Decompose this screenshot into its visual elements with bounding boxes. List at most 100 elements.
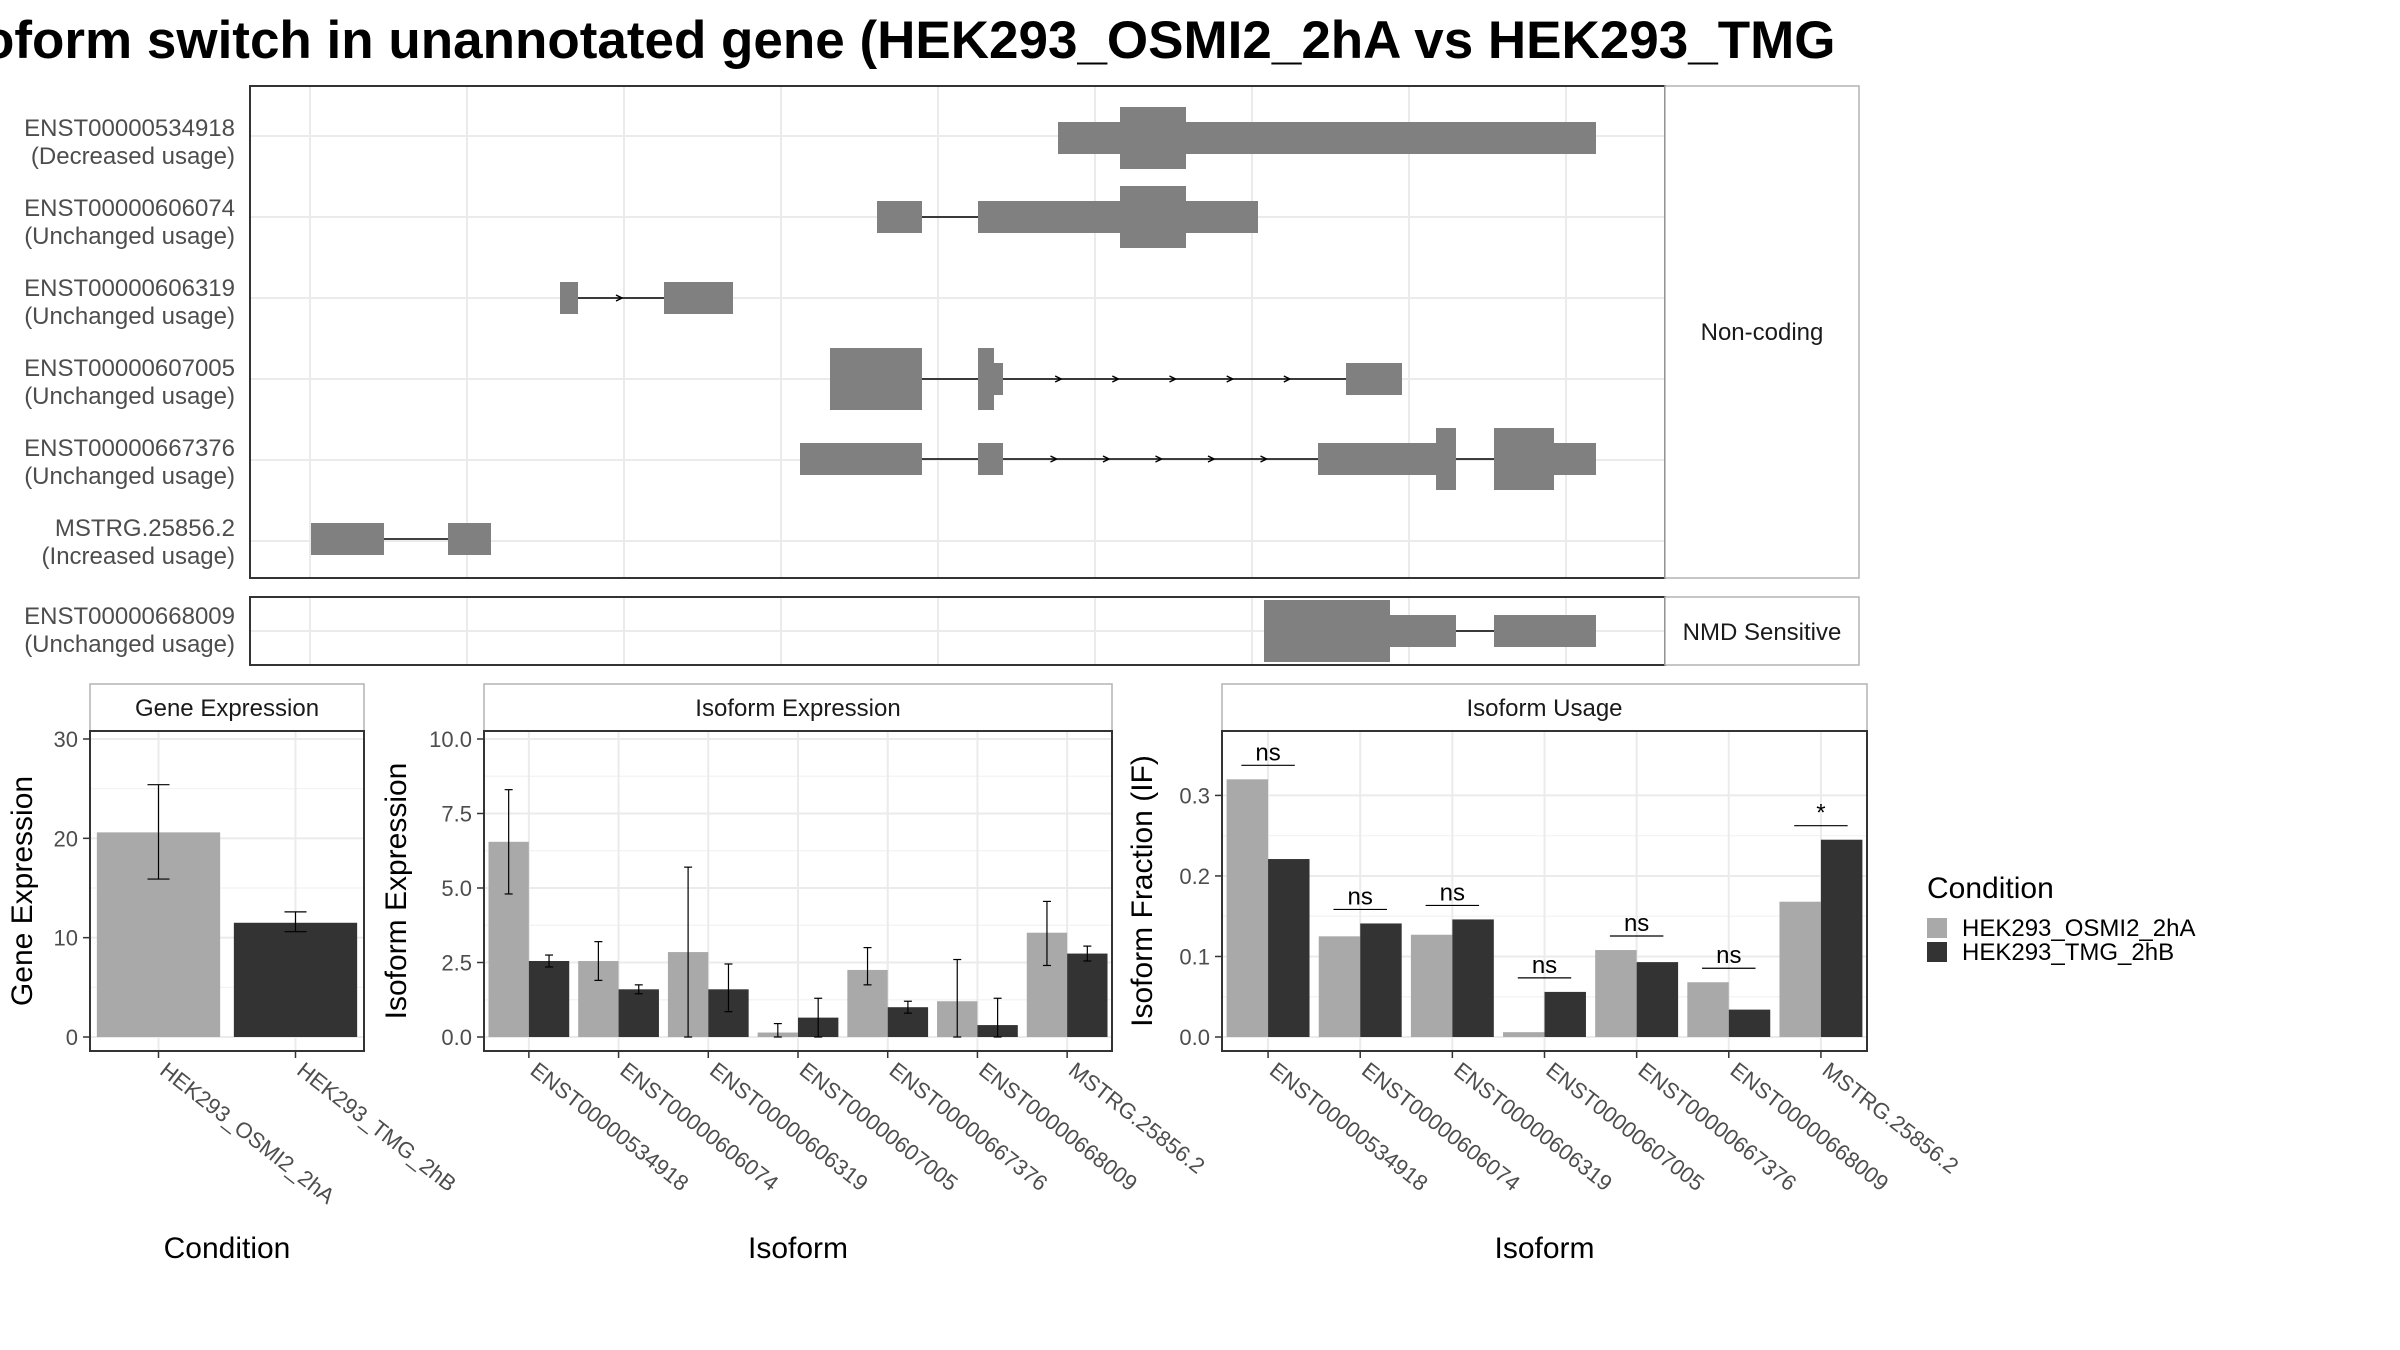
exon-block: [1346, 363, 1402, 395]
panel-strip-title: Gene Expression: [135, 695, 319, 722]
x-tick-label: ENST00000668009: [974, 1057, 1142, 1196]
track-labels: ENST00000534918 (Decreased usage) ENST00…: [24, 115, 235, 570]
y-tick-label: 0.2: [1179, 864, 1210, 889]
track-id-label: ENST00000606319: [24, 275, 235, 302]
strip-box: [1664, 596, 1860, 666]
legend-swatch-cond1: [1927, 918, 1947, 938]
track-usage-label: (Unchanged usage): [24, 631, 235, 658]
x-tick-label: ENST00000667376: [885, 1057, 1053, 1196]
y-tick-label: 10.0: [429, 727, 472, 752]
bar-cond2: [528, 961, 570, 1037]
x-axis-title: Condition: [164, 1232, 291, 1265]
strand-arrow: [1155, 455, 1164, 463]
strand-arrow: [1050, 455, 1059, 463]
x-tick-label: ENST00000668009: [1726, 1057, 1894, 1196]
exon-block: [1186, 201, 1258, 233]
strand-arrow: [1102, 455, 1111, 463]
y-axis-title: Gene Expression: [6, 776, 39, 1006]
y-tick-label: 2.5: [441, 951, 472, 976]
strand-arrow: [1283, 375, 1292, 383]
y-tick-label: 30: [54, 727, 78, 752]
significance-label: ns: [1532, 952, 1557, 979]
transcript-model: [560, 282, 733, 314]
transcript-structures: [311, 107, 1596, 555]
transcript-model: [830, 348, 1402, 410]
strand-arrow: [1054, 375, 1063, 383]
legend: Condition HEK293_OSMI2_2hA HEK293_TMG_2h…: [1927, 872, 2195, 966]
y-tick-label: 0.3: [1179, 783, 1210, 808]
exon-block: [1264, 600, 1390, 662]
bar-cond1: [1503, 1032, 1545, 1037]
x-tick-label: ENST00000606319: [705, 1057, 873, 1196]
exon-block: [800, 443, 922, 475]
bar-cond2: [1544, 991, 1586, 1037]
y-tick-label: 0.0: [1179, 1025, 1210, 1050]
x-tick-label: ENST00000606074: [615, 1057, 783, 1196]
bar-cond1: [1779, 901, 1821, 1037]
track-usage-label: (Unchanged usage): [24, 303, 235, 330]
x-tick-label: ENST00000606074: [1357, 1057, 1525, 1196]
track-id-label: ENST00000606074: [24, 195, 235, 222]
y-tick-label: 20: [54, 826, 78, 851]
exon-block: [1120, 107, 1186, 169]
strip-label-noncoding: Non-coding: [1701, 319, 1824, 346]
legend-label-cond1: HEK293_OSMI2_2hA: [1962, 915, 2195, 942]
exon-block: [994, 363, 1003, 395]
exon-block: [1494, 615, 1596, 647]
y-tick-label: 0.1: [1179, 944, 1210, 969]
isoform-usage-panel: Isoform Usage 0.0 0.1 0.2 0.3 ns ns ns ns ns ns * EN…: [1126, 683, 1963, 1265]
track-id-label: ENST00000534918: [24, 115, 235, 142]
strand-arrow: [1260, 455, 1269, 463]
transcript-model: [1264, 600, 1596, 662]
exon-block: [830, 348, 922, 410]
y-tick-label: 10: [54, 926, 78, 951]
strand-arrow: [1207, 455, 1216, 463]
y-axis-title: Isoform Fraction (IF): [1126, 755, 1159, 1027]
figure-title: oform switch in unannotated gene (HEK293…: [0, 11, 1835, 70]
strip-box: [89, 683, 365, 732]
exon-block: [978, 348, 994, 410]
strip-box: [1664, 85, 1860, 579]
transcript-panel-nmd: NMD Sensitive ENST00000668009 (Unchanged…: [24, 596, 1860, 666]
strand-arrow: [615, 294, 624, 302]
significance-label: ns: [1440, 879, 1465, 906]
panel-strip-title: Isoform Usage: [1466, 695, 1622, 722]
significance-label: *: [1816, 800, 1825, 827]
y-tick-label: 0.0: [441, 1025, 472, 1050]
track-usage-label: (Unchanged usage): [24, 223, 235, 250]
bar-cond2: [1067, 953, 1108, 1037]
exon-block: [560, 282, 578, 314]
significance-label: ns: [1255, 739, 1280, 766]
strand-arrow: [1226, 375, 1235, 383]
exon-block: [877, 201, 922, 233]
track-usage-label: (Unchanged usage): [24, 463, 235, 490]
bar-cond1: [1687, 982, 1729, 1037]
exon-block: [311, 523, 384, 555]
x-axis-title: Isoform: [748, 1232, 848, 1265]
panel-background: [250, 86, 1665, 578]
y-tick-label: 7.5: [441, 802, 472, 827]
bar-cond2: [1728, 1009, 1771, 1037]
x-tick-label: ENST00000607005: [1541, 1057, 1709, 1196]
exon-block: [1318, 443, 1436, 475]
y-axis-title: Isoform Expression: [380, 763, 413, 1020]
exon-block: [1436, 428, 1456, 490]
bar-cond1: [1410, 934, 1453, 1037]
bar-cond2: [1820, 839, 1863, 1037]
transcript-model: [877, 186, 1258, 248]
plot-border: [89, 730, 365, 1052]
track-usage-label: (Increased usage): [42, 543, 235, 570]
exon-block: [1390, 615, 1456, 647]
strip-box: [1221, 683, 1868, 732]
exon-block: [664, 282, 733, 314]
exon-block: [1494, 428, 1554, 490]
bar-cond2: [1360, 923, 1402, 1037]
x-axis-title: Isoform: [1494, 1232, 1594, 1265]
track-id-label: ENST00000668009: [24, 603, 235, 630]
transcript-model: [800, 428, 1596, 490]
y-tick-label: 0: [66, 1025, 78, 1050]
x-tick-label: ENST00000607005: [795, 1057, 963, 1196]
transcript-model: [311, 523, 491, 555]
bar-cond2: [233, 922, 358, 1037]
